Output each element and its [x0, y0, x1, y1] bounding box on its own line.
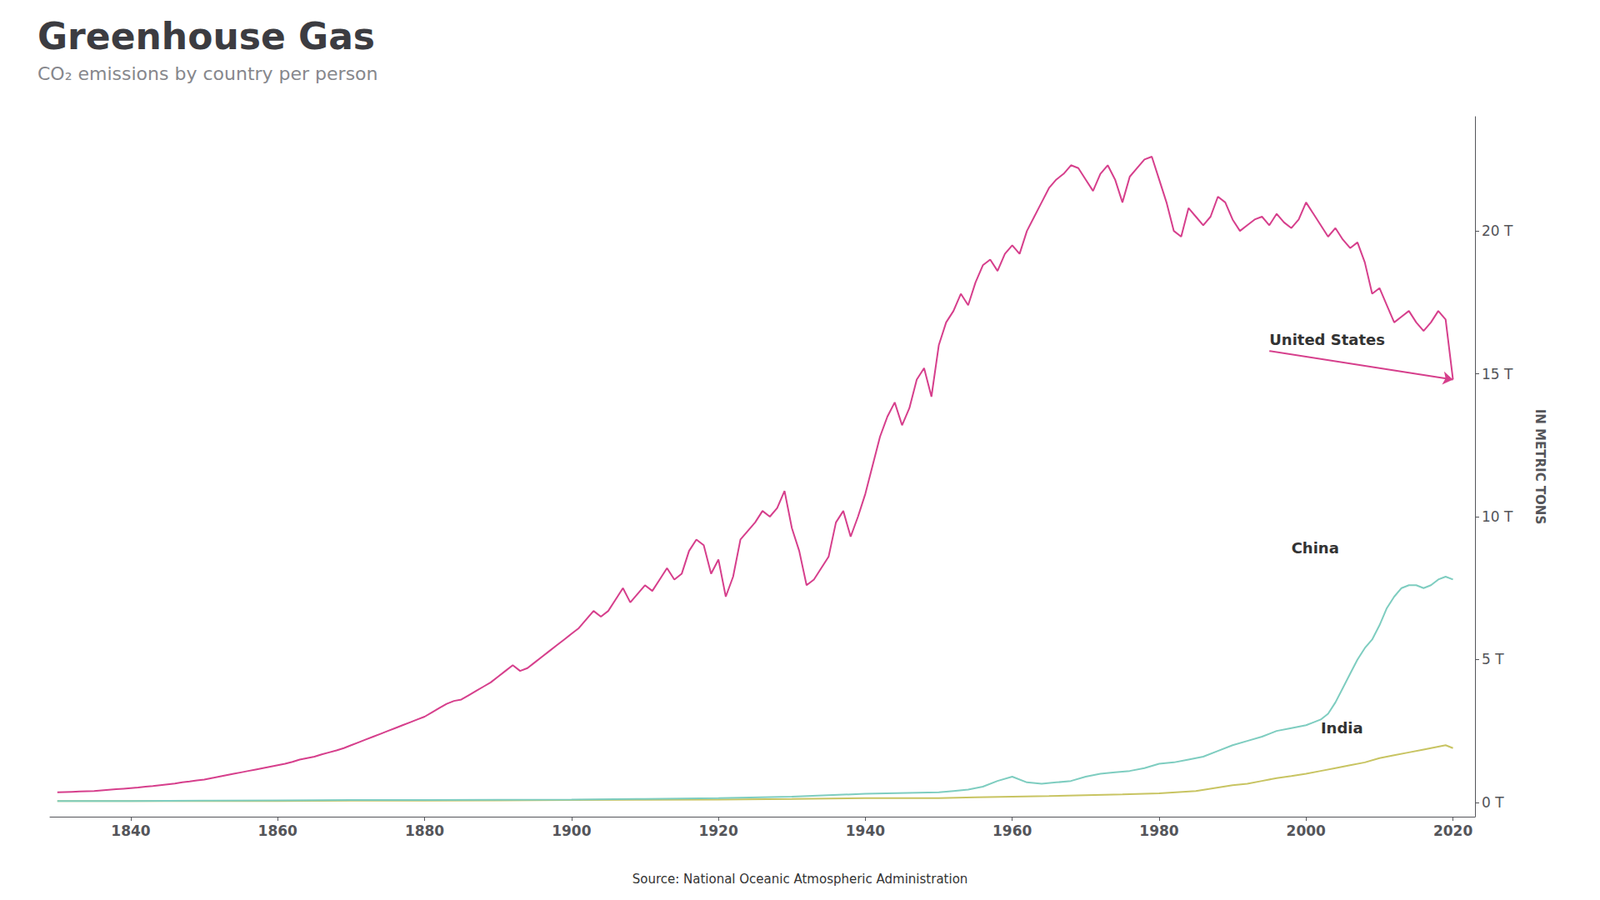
svg-text:20 T: 20 T — [1481, 222, 1514, 240]
svg-text:1960: 1960 — [992, 822, 1032, 840]
svg-text:CO₂ emissions by country per p: CO₂ emissions by country per person — [37, 63, 379, 85]
svg-text:2020: 2020 — [1433, 822, 1473, 840]
svg-text:1980: 1980 — [1139, 822, 1179, 840]
svg-text:1940: 1940 — [845, 822, 885, 840]
svg-text:15 T: 15 T — [1481, 365, 1514, 383]
svg-text:0 T: 0 T — [1481, 794, 1505, 811]
svg-text:Source: National Oceanic Atmos: Source: National Oceanic Atmospheric Adm… — [632, 871, 969, 887]
svg-text:China: China — [1291, 539, 1340, 557]
svg-text:10 T: 10 T — [1481, 508, 1514, 525]
svg-text:2000: 2000 — [1286, 822, 1326, 840]
svg-text:United States: United States — [1269, 330, 1385, 349]
svg-text:Greenhouse Gas: Greenhouse Gas — [37, 15, 375, 58]
svg-text:1920: 1920 — [698, 822, 738, 840]
svg-text:1900: 1900 — [551, 822, 591, 840]
svg-text:1860: 1860 — [258, 822, 298, 840]
svg-text:IN METRIC TONS: IN METRIC TONS — [1532, 409, 1548, 525]
svg-text:1840: 1840 — [110, 822, 150, 840]
svg-text:1880: 1880 — [405, 822, 445, 840]
svg-text:5 T: 5 T — [1481, 650, 1505, 668]
svg-text:India: India — [1320, 719, 1364, 737]
